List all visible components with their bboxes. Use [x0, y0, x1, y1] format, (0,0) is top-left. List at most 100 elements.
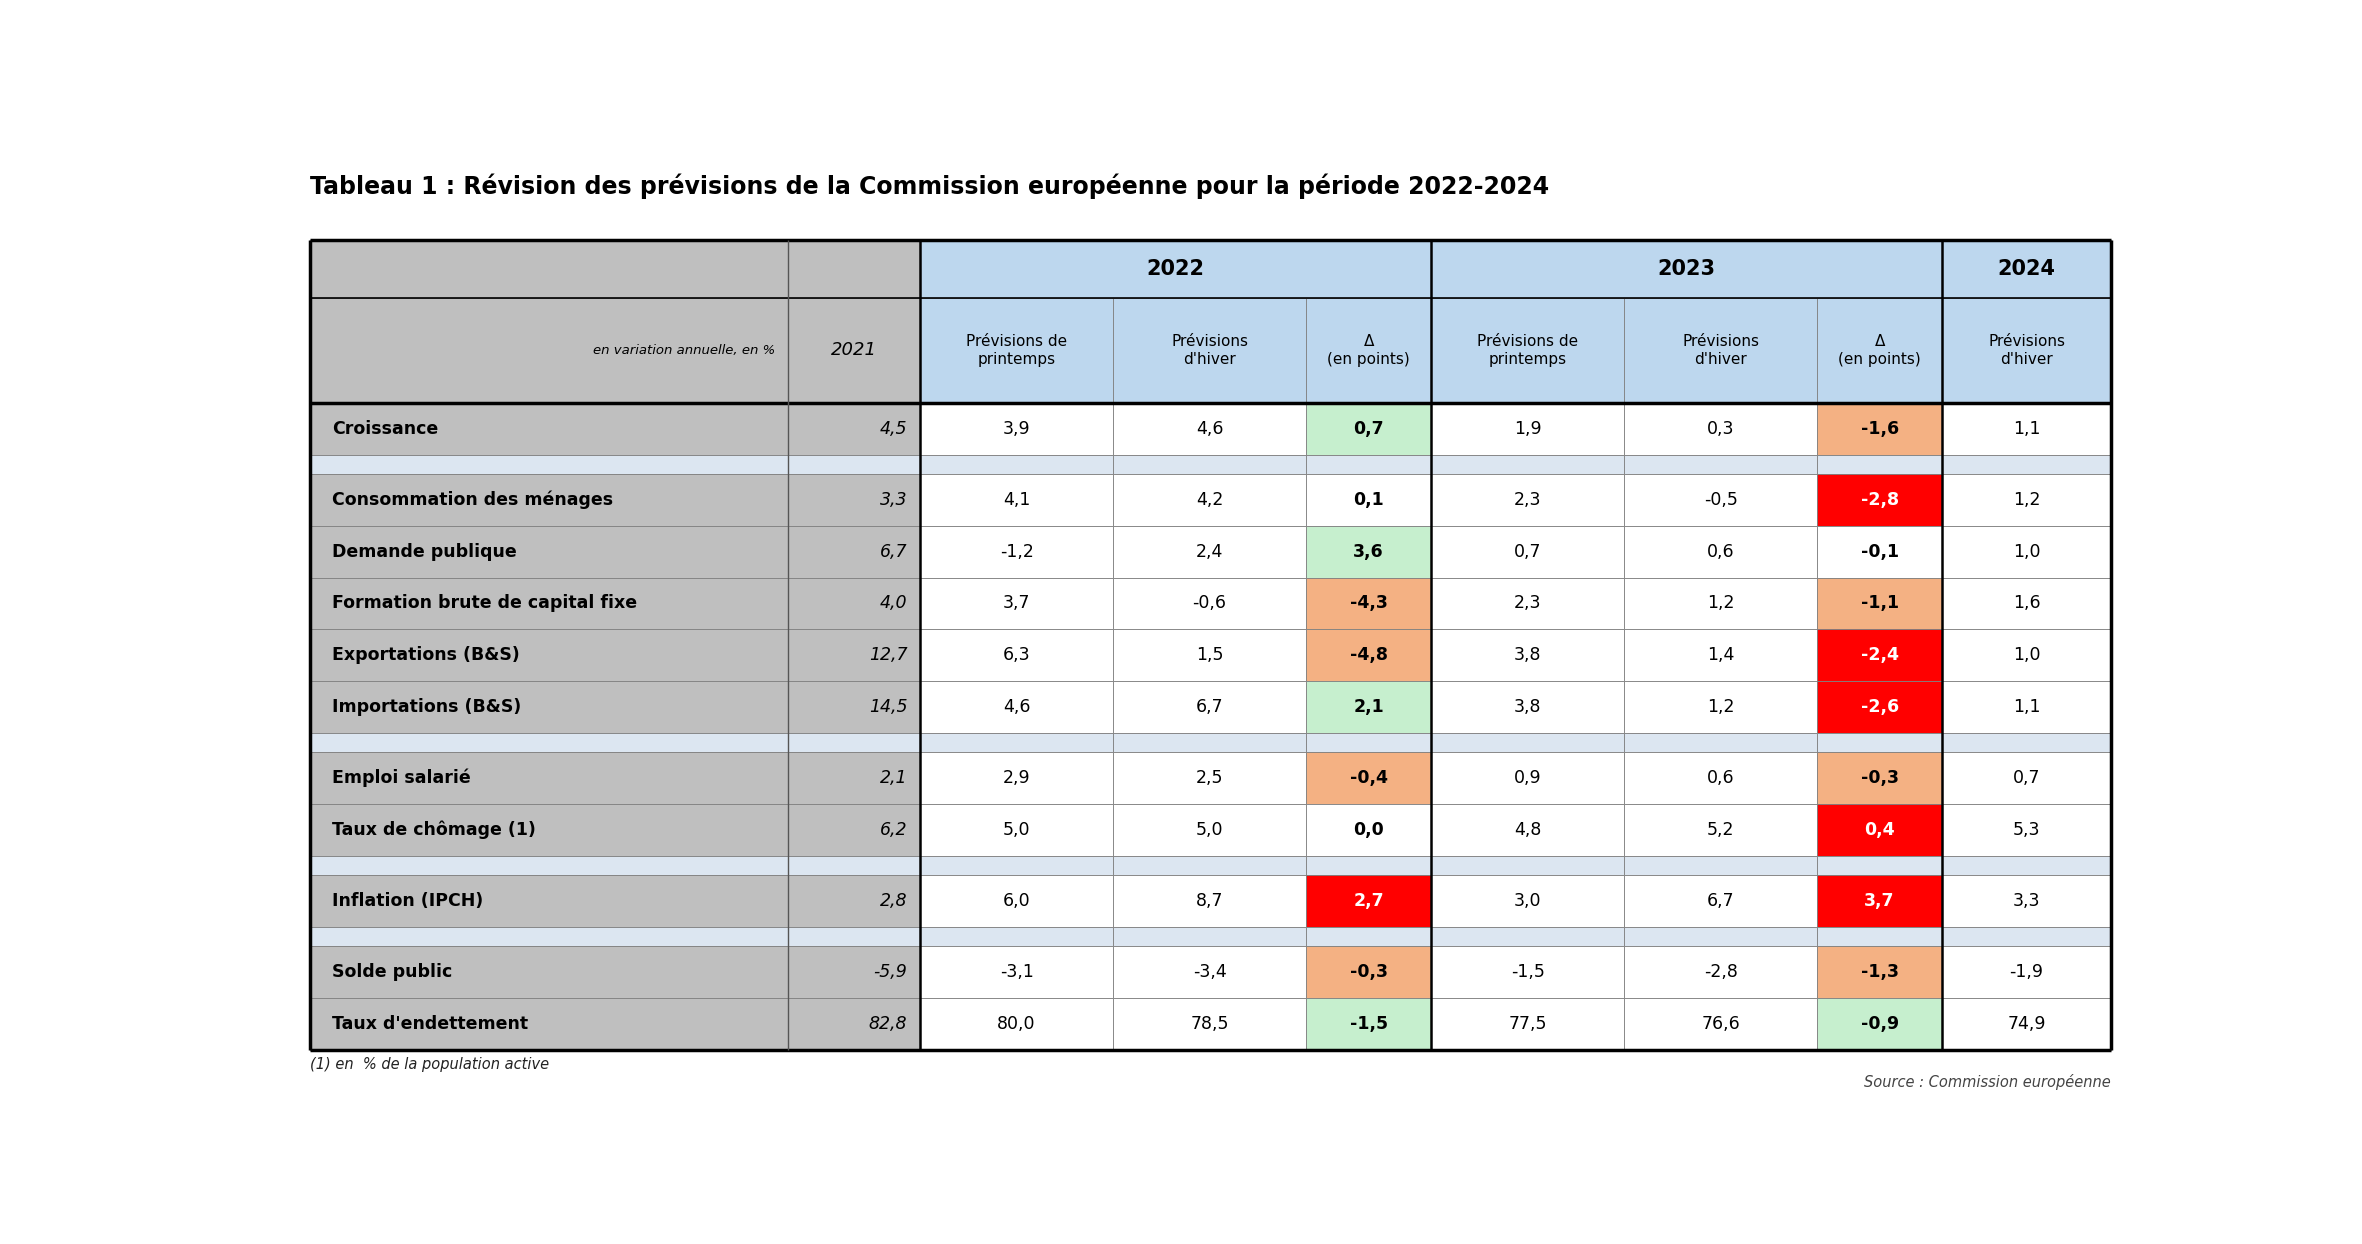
- Text: 74,9: 74,9: [2008, 1015, 2045, 1033]
- Text: -2,8: -2,8: [1861, 491, 1899, 509]
- Text: Formation brute de capital fixe: Formation brute de capital fixe: [331, 595, 638, 612]
- Text: 12,7: 12,7: [869, 646, 907, 664]
- Text: 6,0: 6,0: [1004, 892, 1030, 909]
- Bar: [789, 680, 921, 733]
- Bar: [1625, 297, 1816, 403]
- Bar: [789, 240, 921, 297]
- Text: 2,3: 2,3: [1514, 595, 1542, 612]
- Bar: [1306, 947, 1431, 998]
- Bar: [1942, 856, 2112, 875]
- Bar: [1306, 680, 1431, 733]
- Text: -3,1: -3,1: [999, 963, 1035, 982]
- Bar: [309, 240, 789, 297]
- Bar: [1113, 577, 1306, 629]
- Text: Consommation des ménages: Consommation des ménages: [331, 491, 614, 510]
- Text: 77,5: 77,5: [1509, 1015, 1547, 1033]
- Text: 2,1: 2,1: [879, 769, 907, 787]
- Bar: [309, 856, 789, 875]
- Text: Δ
(en points): Δ (en points): [1327, 335, 1410, 367]
- Bar: [1306, 297, 1431, 403]
- Text: 76,6: 76,6: [1701, 1015, 1741, 1033]
- Text: 1,6: 1,6: [2012, 595, 2041, 612]
- Bar: [1816, 577, 1942, 629]
- Bar: [1431, 526, 1625, 577]
- Text: -0,6: -0,6: [1193, 595, 1226, 612]
- Text: 82,8: 82,8: [869, 1015, 907, 1033]
- Bar: [1816, 526, 1942, 577]
- Bar: [1113, 856, 1306, 875]
- Text: 1,0: 1,0: [2012, 646, 2041, 664]
- Text: -5,9: -5,9: [874, 963, 907, 982]
- Text: 4,5: 4,5: [879, 420, 907, 438]
- Bar: [309, 753, 789, 804]
- Bar: [309, 577, 789, 629]
- Bar: [309, 804, 789, 856]
- Bar: [1113, 927, 1306, 947]
- Bar: [1113, 297, 1306, 403]
- Bar: [1306, 577, 1431, 629]
- Bar: [1431, 297, 1625, 403]
- Bar: [1306, 927, 1431, 947]
- Text: 4,2: 4,2: [1195, 491, 1224, 509]
- Bar: [1431, 856, 1625, 875]
- Bar: [1431, 629, 1625, 680]
- Text: 2,1: 2,1: [1353, 698, 1384, 715]
- Bar: [1306, 875, 1431, 927]
- Bar: [1816, 455, 1942, 474]
- Bar: [1306, 804, 1431, 856]
- Text: 2021: 2021: [831, 341, 876, 360]
- Bar: [309, 297, 789, 403]
- Text: 0,7: 0,7: [1353, 420, 1384, 438]
- Text: 0,7: 0,7: [2012, 769, 2041, 787]
- Text: 4,0: 4,0: [879, 595, 907, 612]
- Bar: [1431, 577, 1625, 629]
- Text: -1,3: -1,3: [1861, 963, 1899, 982]
- Text: 2,9: 2,9: [1004, 769, 1030, 787]
- Bar: [921, 680, 1113, 733]
- Text: Prévisions de
printemps: Prévisions de printemps: [1476, 335, 1578, 367]
- Text: 0,6: 0,6: [1708, 542, 1734, 561]
- Bar: [1942, 403, 2112, 455]
- Bar: [789, 856, 921, 875]
- Text: 5,3: 5,3: [2012, 821, 2041, 838]
- Text: Source : Commission européenne: Source : Commission européenne: [1864, 1074, 2112, 1090]
- Text: -1,5: -1,5: [1512, 963, 1545, 982]
- Bar: [789, 455, 921, 474]
- Bar: [1942, 577, 2112, 629]
- Bar: [1816, 753, 1942, 804]
- Bar: [1113, 875, 1306, 927]
- Bar: [789, 804, 921, 856]
- Bar: [1816, 733, 1942, 753]
- Bar: [1113, 680, 1306, 733]
- Text: 4,1: 4,1: [1004, 491, 1030, 509]
- Bar: [309, 455, 789, 474]
- Text: 80,0: 80,0: [997, 1015, 1037, 1033]
- Bar: [789, 297, 921, 403]
- Bar: [1306, 526, 1431, 577]
- Bar: [789, 875, 921, 927]
- Text: -0,3: -0,3: [1861, 769, 1899, 787]
- Bar: [921, 403, 1113, 455]
- Text: 0,9: 0,9: [1514, 769, 1542, 787]
- Bar: [1625, 856, 1816, 875]
- Bar: [1625, 577, 1816, 629]
- Text: -0,3: -0,3: [1349, 963, 1386, 982]
- Bar: [1113, 403, 1306, 455]
- Bar: [921, 753, 1113, 804]
- Bar: [1625, 875, 1816, 927]
- Bar: [921, 927, 1113, 947]
- Text: Emploi salarié: Emploi salarié: [331, 769, 470, 787]
- Bar: [1306, 753, 1431, 804]
- Bar: [1431, 733, 1625, 753]
- Bar: [1431, 455, 1625, 474]
- Text: 3,8: 3,8: [1514, 646, 1542, 664]
- Bar: [1942, 998, 2112, 1050]
- Text: Exportations (B&S): Exportations (B&S): [331, 646, 520, 664]
- Text: 1,2: 1,2: [2012, 491, 2041, 509]
- Text: 2023: 2023: [1658, 259, 1715, 279]
- Bar: [1942, 753, 2112, 804]
- Bar: [1625, 998, 1816, 1050]
- Bar: [1431, 998, 1625, 1050]
- Text: 5,2: 5,2: [1708, 821, 1734, 838]
- Bar: [789, 998, 921, 1050]
